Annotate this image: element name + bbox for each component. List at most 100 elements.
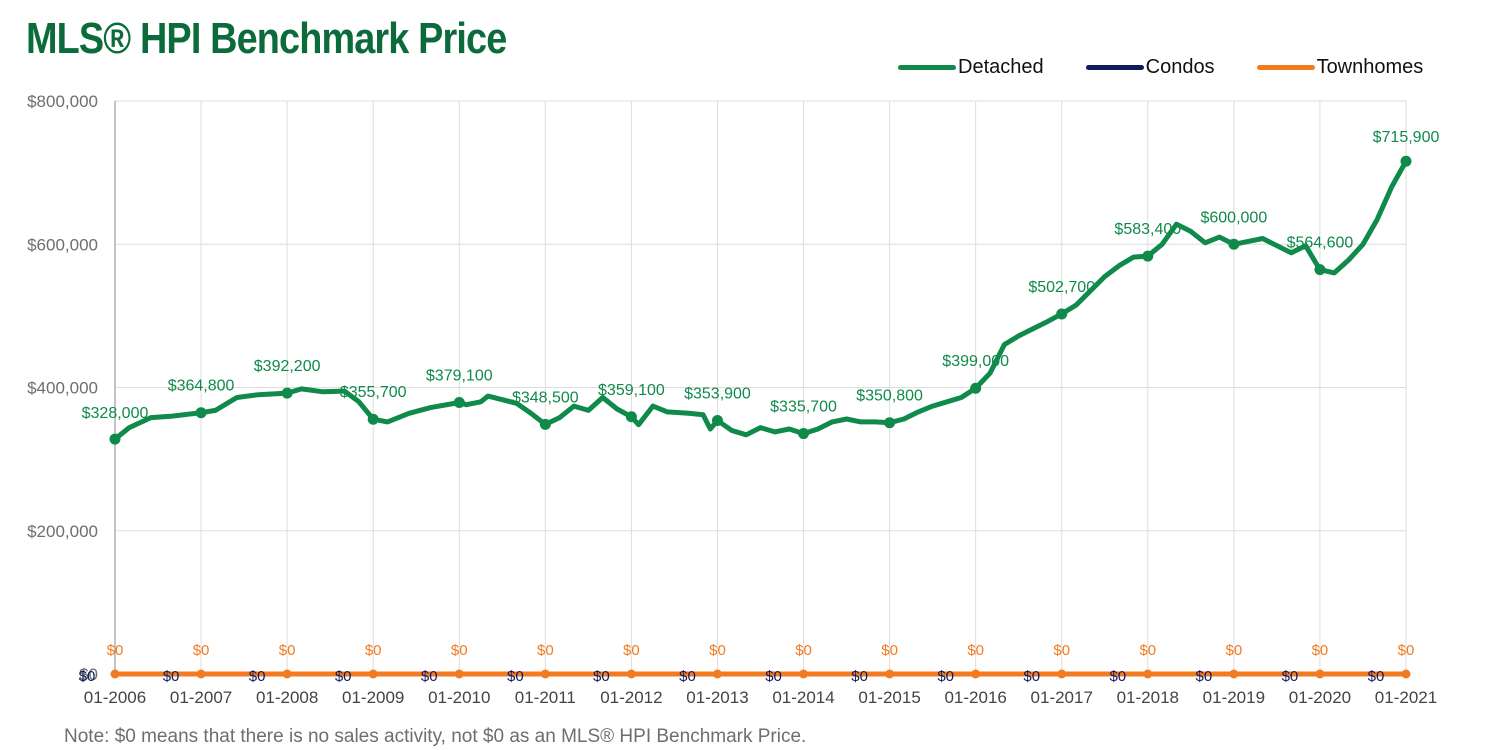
townhomes-marker [1315,669,1325,679]
townhomes-data-label: $0 [451,642,468,659]
x-tick-label: 01-2020 [1289,688,1351,707]
detached-marker [884,417,896,429]
detached-data-label: $564,600 [1287,235,1354,252]
x-tick-label: 01-2015 [858,688,920,707]
data-labels: $0 $0 $0 $0 $0 $0 $0 $0 $0 $0 $0 $0 $0 $0 $0 $0 $0 $0 $0 $0… [79,129,1440,685]
y-tick-label: $200,000 [27,522,98,541]
legend-label-condos: Condos [1145,56,1215,78]
detached-marker [1056,308,1068,320]
detached-marker [281,387,293,399]
x-tick-label: 01-2011 [515,688,576,707]
legend-swatch-detached [898,65,956,70]
townhomes-marker [110,669,120,679]
detached-marker [453,396,465,408]
x-tick-label: 01-2008 [256,688,318,707]
x-tick-label: 01-2010 [428,688,490,707]
townhomes-marker [885,669,895,679]
series-line-detached [112,158,1409,442]
detached-data-label: $348,500 [512,389,579,406]
condos-data-label: $0 [79,668,96,685]
legend-label-detached: Detached [958,56,1044,78]
condos-data-label: $0 [593,668,610,685]
detached-data-label: $328,000 [82,405,149,422]
townhomes-marker [626,669,636,679]
legend-item-detached[interactable]: Detached [898,56,1044,79]
detached-marker [625,411,637,423]
detached-marker [1142,250,1154,262]
detached-marker [1400,155,1412,167]
detached-marker [109,433,121,445]
townhomes-data-label: $0 [193,642,210,659]
axes: $0 $200,000 $400,000 $600,000 $800,000 01-200… [27,92,1437,707]
x-tick-label: 01-2016 [944,688,1006,707]
detached-data-label: $600,000 [1200,209,1267,226]
condos-data-label: $0 [851,668,868,685]
condos-data-label: $0 [335,668,352,685]
chart-legend: Detached Condos Townhomes [898,56,1423,79]
detached-marker [1228,238,1240,250]
chart-note: Note: $0 means that there is no sales ac… [64,726,807,747]
detached-data-label: $583,400 [1114,221,1181,238]
townhomes-marker [1143,669,1153,679]
condos-data-label: $0 [421,668,438,685]
townhomes-data-label: $0 [1398,642,1415,659]
townhomes-marker [196,669,206,679]
detached-data-label: $399,000 [942,353,1009,370]
condos-data-label: $0 [679,668,696,685]
x-tick-label: 01-2014 [772,688,834,707]
detached-data-label: $350,800 [856,388,923,405]
legend-label-townhomes: Townhomes [1316,56,1424,78]
condos-data-label: $0 [1282,668,1299,685]
detached-data-label: $715,900 [1373,129,1440,146]
townhomes-data-label: $0 [623,642,640,659]
townhomes-data-label: $0 [365,642,382,659]
series-lines [112,158,1409,677]
townhomes-data-label: $0 [537,642,554,659]
x-tick-label: 01-2017 [1031,688,1093,707]
y-tick-label: $400,000 [27,379,98,398]
detached-marker [539,418,551,430]
legend-item-condos[interactable]: Condos [1085,56,1215,79]
townhomes-marker [799,669,809,679]
detached-marker [711,415,723,427]
townhomes-marker [1229,669,1239,679]
townhomes-marker [1401,669,1411,679]
y-tick-label: $600,000 [27,235,98,254]
townhomes-marker [282,669,292,679]
series-markers [109,155,1412,679]
x-tick-label: 01-2021 [1375,688,1437,707]
condos-data-label: $0 [937,668,954,685]
detached-marker [798,428,810,440]
detached-data-label: $392,200 [254,358,321,375]
x-tick-label: 01-2012 [600,688,662,707]
detached-data-label: $364,800 [168,378,235,395]
townhomes-marker [540,669,550,679]
townhomes-data-label: $0 [107,642,124,659]
townhomes-data-label: $0 [1312,642,1329,659]
townhomes-data-label: $0 [1226,642,1243,659]
detached-data-label: $379,100 [426,367,493,384]
chart-plot: $0 $200,000 $400,000 $600,000 $800,000 01-200… [27,92,1440,707]
townhomes-data-label: $0 [1139,642,1156,659]
detached-marker [367,413,379,425]
condos-data-label: $0 [1109,668,1126,685]
detached-marker [195,407,207,419]
detached-marker [1314,264,1326,276]
condos-data-label: $0 [249,668,266,685]
condos-data-label: $0 [1368,668,1385,685]
x-tick-label: 01-2019 [1203,688,1265,707]
townhomes-data-label: $0 [1053,642,1070,659]
chart-title: MLS® HPI Benchmark Price [26,14,507,63]
townhomes-data-label: $0 [881,642,898,659]
x-tick-label: 01-2007 [170,688,232,707]
y-tick-label: $800,000 [27,92,98,111]
townhomes-data-label: $0 [795,642,812,659]
legend-swatch-townhomes [1256,65,1315,70]
townhomes-marker [454,669,464,679]
legend-item-townhomes[interactable]: Townhomes [1256,56,1424,79]
condos-data-label: $0 [163,668,180,685]
detached-data-label: $359,100 [598,382,665,399]
townhomes-marker [971,669,981,679]
detached-data-label: $353,900 [684,386,751,403]
townhomes-data-label: $0 [967,642,984,659]
